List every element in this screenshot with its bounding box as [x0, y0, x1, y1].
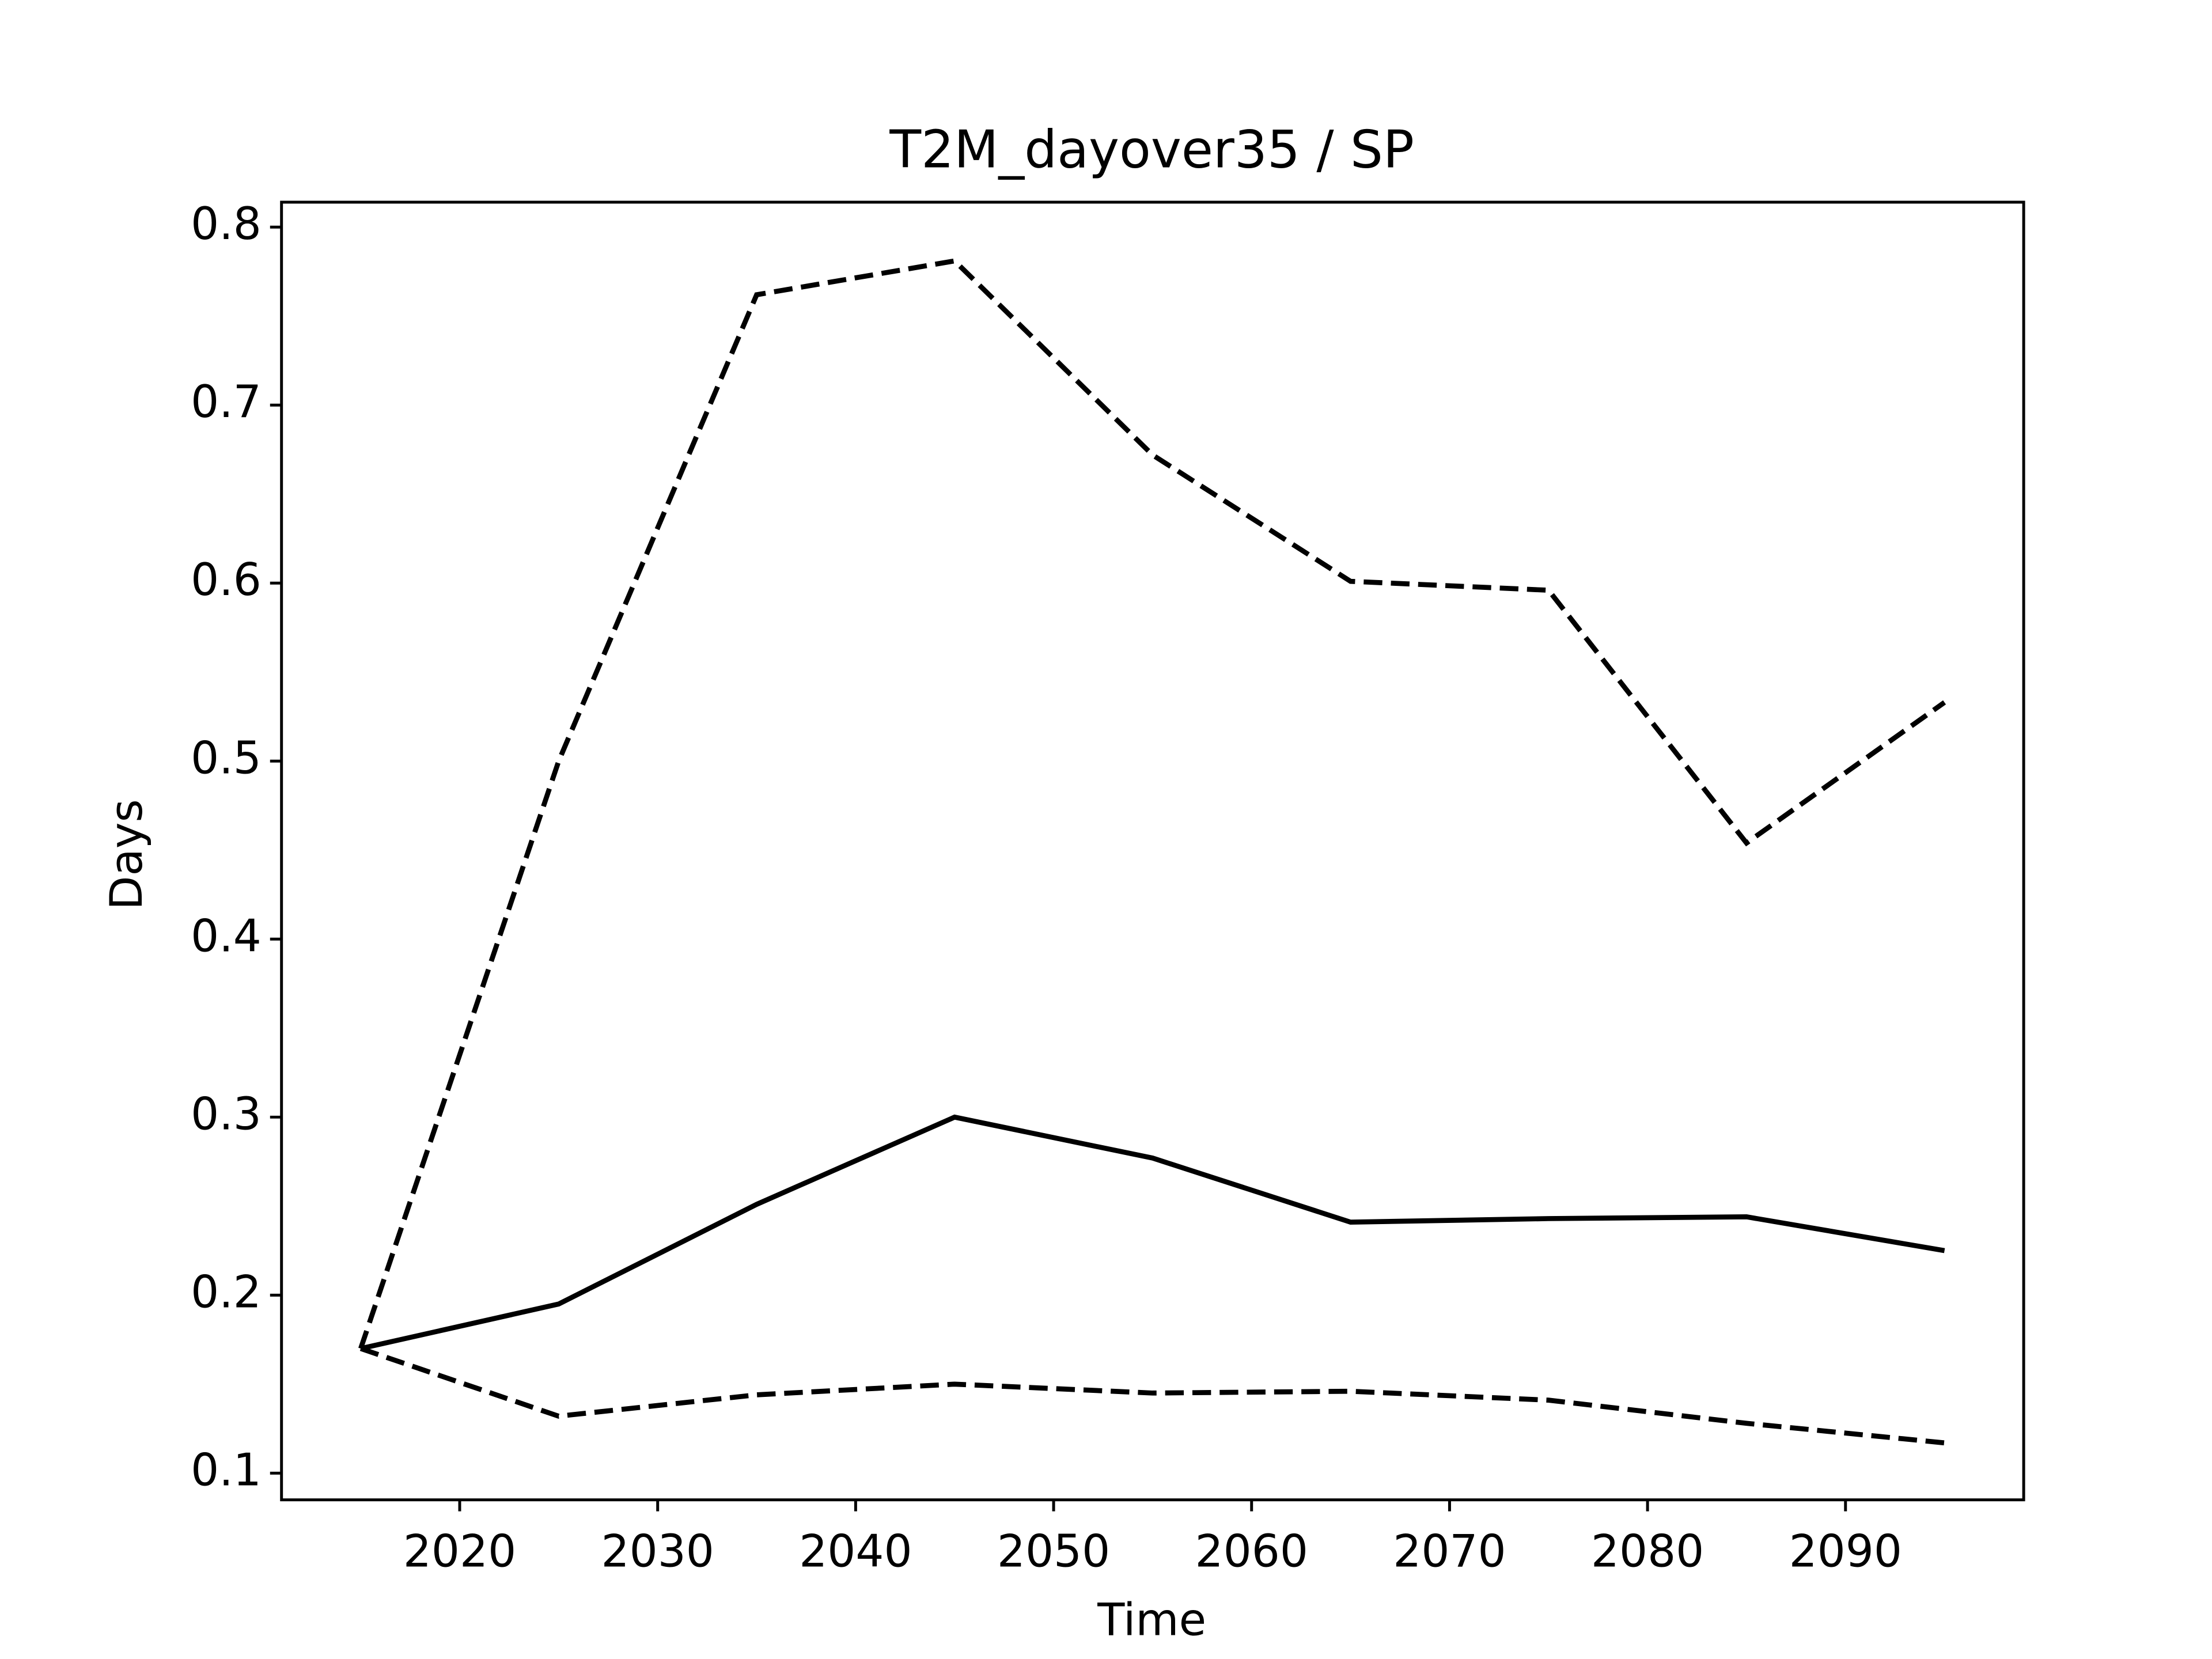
x-tick-label: 2030 [601, 1525, 714, 1577]
y-tick-label: 0.4 [191, 910, 262, 962]
x-tick-label: 2040 [799, 1525, 912, 1577]
x-axis-label: Time [1097, 1594, 1206, 1646]
y-tick-label: 0.1 [191, 1444, 262, 1496]
y-axis-label: Days [101, 799, 153, 910]
y-tick-label: 0.8 [191, 198, 262, 250]
x-tick-label: 2090 [1789, 1525, 1902, 1577]
line-series [360, 1114, 1945, 1351]
y-tick-label: 0.3 [191, 1088, 262, 1140]
line-series [358, 258, 1946, 1350]
y-tick-label: 0.6 [191, 554, 262, 606]
plot-frame [280, 200, 2025, 1502]
y-tick-label: 0.2 [191, 1266, 262, 1318]
y-tick-label: 0.5 [191, 732, 262, 784]
x-tick-label: 2020 [403, 1525, 516, 1577]
line-series [359, 1346, 1945, 1446]
y-tick-label: 0.7 [191, 376, 262, 428]
x-tick-label: 2060 [1195, 1525, 1308, 1577]
x-tick-label: 2050 [997, 1525, 1110, 1577]
x-tick-label: 2070 [1393, 1525, 1506, 1577]
chart-title: T2M_dayover35 / SP [889, 120, 1414, 180]
x-tick-label: 2080 [1591, 1525, 1704, 1577]
